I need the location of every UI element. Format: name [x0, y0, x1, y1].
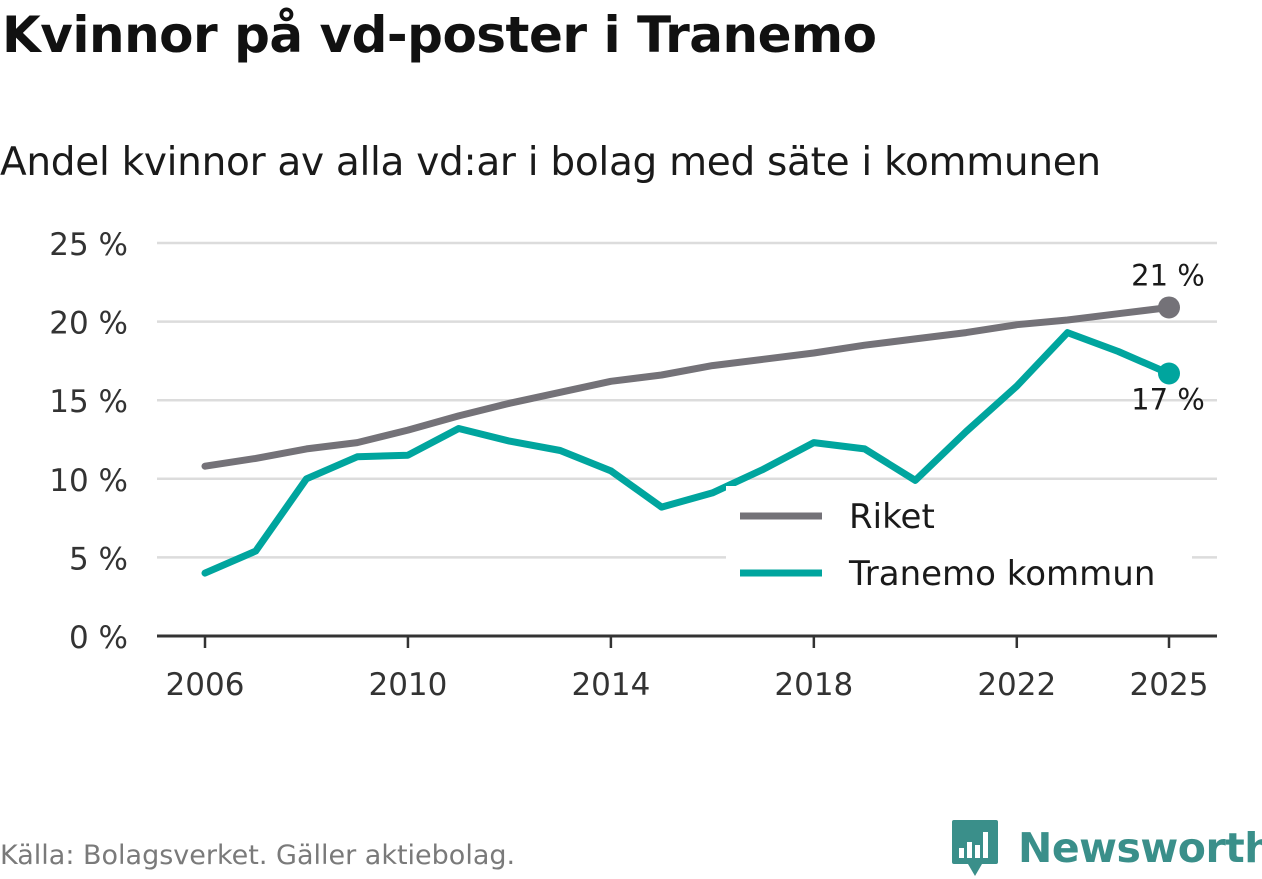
end-label-riket: 21 % [1131, 258, 1205, 292]
y-tick-label-0: 0 % [69, 620, 128, 656]
x-tick-label-2022: 2022 [977, 667, 1056, 703]
line-chart: 0 %5 %10 %15 %20 %25 % 2006 2010 2014 2018 2… [49, 227, 1217, 703]
series-layer [201, 296, 1180, 577]
end-label-tranemo: 17 % [1131, 382, 1205, 416]
x-tick-label-2025: 2025 [1130, 667, 1209, 703]
y-tick-label-10: 10 % [49, 463, 128, 499]
end-marker-riket [1158, 296, 1180, 319]
legend-label-riket: Riket [849, 497, 935, 537]
end-labels: 21 % 17 % [1131, 258, 1205, 416]
series-line-tranemo [201, 329, 1173, 577]
newsworthy-logo-text: Newsworthy [1018, 824, 1262, 872]
chart-title: Kvinnor på vd-poster i Tranemo [2, 6, 877, 64]
legend-label-tranemo: Tranemo kommun [848, 554, 1155, 594]
x-tick-label-2006: 2006 [166, 667, 245, 703]
x-tick-label-2014: 2014 [571, 667, 650, 703]
x-axis: 2006 2010 2014 2018 2022 2025 [157, 634, 1217, 703]
y-tick-label-20: 20 % [49, 306, 128, 342]
newsworthy-logo-icon [952, 820, 998, 876]
series-line-riket [201, 304, 1173, 470]
chart-subtitle: Andel kvinnor av alla vd:ar i bolag med … [0, 140, 1101, 185]
y-tick-label-5: 5 % [69, 541, 128, 577]
newsworthy-logo[interactable]: Newsworthy [950, 818, 1262, 878]
source-note: Källa: Bolagsverket. Gäller aktiebolag. [0, 840, 516, 871]
y-tick-label-15: 15 % [49, 384, 128, 420]
x-tick-label-2010: 2010 [368, 667, 447, 703]
end-marker-tranemo [1158, 362, 1180, 385]
legend: Riket Tranemo kommun [726, 486, 1192, 602]
y-axis-ticks: 0 % 5 % 10 % 15 % 20 % 25 % [49, 227, 128, 656]
y-tick-label-25: 25 % [49, 227, 128, 263]
x-tick-label-2018: 2018 [774, 667, 853, 703]
legend-background [726, 486, 1192, 602]
